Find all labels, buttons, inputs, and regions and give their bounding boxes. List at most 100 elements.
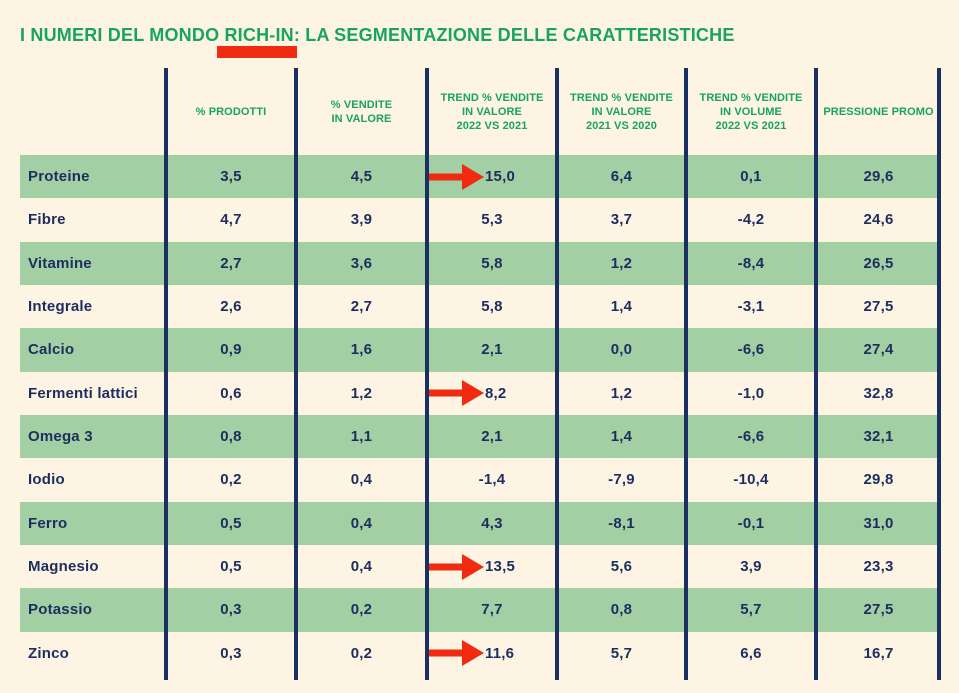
cell-value: 0,2 xyxy=(350,601,373,619)
cell-value: 0,5 xyxy=(220,558,242,576)
header-spacer xyxy=(20,68,166,155)
table-row: Zinco 0,3 0,2 11,6 5,7 6,6 16,7 xyxy=(20,632,941,675)
value-cell: 3,9 xyxy=(686,545,816,588)
value-cell: 2,7 xyxy=(166,242,296,285)
cell-value: -7,9 xyxy=(608,471,635,489)
cell-value: -4,2 xyxy=(737,211,765,229)
table-row: Ferro 0,5 0,4 4,3 -8,1 -0,1 31,0 xyxy=(20,501,941,545)
value-cell: 0,8 xyxy=(166,415,296,458)
cell-value: 0,9 xyxy=(220,341,242,359)
value-cell: 2,6 xyxy=(166,285,296,328)
cell-value: 5,7 xyxy=(740,601,762,619)
cell-value: 0,4 xyxy=(350,514,373,532)
value-cell: -10,4 xyxy=(686,458,816,501)
cell-value: 5,8 xyxy=(481,254,503,272)
value-cell: 0,2 xyxy=(296,632,427,675)
table-body: Proteine 3,5 4,5 15,0 6,4 0,1 29,6 Fibre 4,7 3,9 5… xyxy=(20,155,941,675)
cell-value: 5,8 xyxy=(481,298,503,316)
value-cell: 5,7 xyxy=(686,588,816,631)
table-row: Potassio 0,3 0,2 7,7 0,8 5,7 27,5 xyxy=(20,588,941,632)
cell-value: 0,3 xyxy=(220,601,242,619)
cell-value: -1,0 xyxy=(737,384,765,402)
value-cell: 1,1 xyxy=(296,415,427,458)
value-cell: 8,2 xyxy=(427,372,557,415)
value-cell: 4,3 xyxy=(427,502,557,545)
cell-value: 29,6 xyxy=(863,168,894,186)
column-divider-line xyxy=(684,68,688,680)
cell-value: 0,4 xyxy=(350,471,373,489)
trend-arrow-icon xyxy=(428,163,484,190)
cell-value: -3,1 xyxy=(737,298,765,316)
cell-value: -8,4 xyxy=(737,254,765,272)
page-title: I NUMERI DEL MONDO RICH-IN: LA SEGMENTAZ… xyxy=(20,25,735,45)
value-cell: -7,9 xyxy=(557,458,686,501)
cell-value: 5,6 xyxy=(610,558,633,576)
value-cell: 15,0 xyxy=(427,155,557,198)
value-cell: 0,3 xyxy=(166,588,296,631)
trend-arrow-icon xyxy=(428,380,484,407)
value-cell: -8,4 xyxy=(686,242,816,285)
row-label: Integrale xyxy=(28,298,93,316)
row-label: Proteine xyxy=(28,168,90,186)
column-header: % VENDITE IN VALORE xyxy=(330,98,393,125)
value-cell: -1,0 xyxy=(686,372,816,415)
value-cell: 31,0 xyxy=(816,502,941,545)
cell-value: 1,2 xyxy=(610,384,633,402)
cell-value: 1,1 xyxy=(350,428,373,446)
value-cell: 6,6 xyxy=(686,632,816,675)
table-row: Integrale 2,6 2,7 5,8 1,4 -3,1 27,5 xyxy=(20,285,941,328)
cell-value: 2,6 xyxy=(220,298,242,316)
table-row: Fermenti lattici 0,6 1,2 8,2 1,2 -1,0 32,8 xyxy=(20,372,941,415)
table-row: Vitamine 2,7 3,6 5,8 1,2 -8,4 26,5 xyxy=(20,241,941,285)
value-cell: 0,2 xyxy=(166,458,296,501)
value-cell: 13,5 xyxy=(427,545,557,588)
value-cell: 5,7 xyxy=(557,632,686,675)
trend-arrow-icon xyxy=(428,640,484,667)
row-label: Potassio xyxy=(28,601,93,619)
value-cell: 1,6 xyxy=(296,328,427,371)
cell-value: 1,4 xyxy=(610,298,633,316)
column-header: TREND % VENDITE IN VALORE 2022 VS 2021 xyxy=(440,91,544,132)
row-label: Fibre xyxy=(28,211,66,229)
cell-value: 27,5 xyxy=(863,298,894,316)
value-cell: 29,8 xyxy=(816,458,941,501)
value-cell: 3,5 xyxy=(166,155,296,198)
value-cell: 26,5 xyxy=(816,242,941,285)
value-cell: 27,4 xyxy=(816,328,941,371)
cell-value: 29,8 xyxy=(863,471,894,489)
row-label: Magnesio xyxy=(28,558,99,576)
cell-value: 6,6 xyxy=(740,644,762,662)
cell-value: 1,2 xyxy=(350,384,373,402)
cell-value: 26,5 xyxy=(863,254,894,272)
cell-value: 24,6 xyxy=(863,211,894,229)
cell-value: -0,1 xyxy=(737,514,765,532)
value-cell: 27,5 xyxy=(816,285,941,328)
value-cell: -3,1 xyxy=(686,285,816,328)
row-label: Iodio xyxy=(28,471,65,489)
value-cell: 24,6 xyxy=(816,198,941,241)
cell-value: 2,1 xyxy=(481,341,503,359)
cell-value: 1,4 xyxy=(610,428,633,446)
value-cell: -1,4 xyxy=(427,458,557,501)
cell-value: 0,4 xyxy=(350,558,373,576)
value-cell: -6,6 xyxy=(686,415,816,458)
cell-value: 8,2 xyxy=(485,384,507,402)
table-row: Iodio 0,2 0,4 -1,4 -7,9 -10,4 29,8 xyxy=(20,458,941,501)
value-cell: 29,6 xyxy=(816,155,941,198)
value-cell: 16,7 xyxy=(816,632,941,675)
cell-value: 0,1 xyxy=(740,168,762,186)
cell-value: 0,8 xyxy=(220,428,242,446)
value-cell: 0,9 xyxy=(166,328,296,371)
value-cell: 1,2 xyxy=(296,372,427,415)
table-header-row: % PRODOTTI % VENDITE IN VALORE TREND % VEN… xyxy=(20,68,941,155)
cell-value: 1,2 xyxy=(610,254,633,272)
value-cell: 2,1 xyxy=(427,328,557,371)
table-row: Calcio 0,9 1,6 2,1 0,0 -6,6 27,4 xyxy=(20,328,941,372)
cell-value: 4,7 xyxy=(220,211,242,229)
table-row: Magnesio 0,5 0,4 13,5 5,6 3,9 23,3 xyxy=(20,545,941,588)
value-cell: 5,8 xyxy=(427,242,557,285)
value-cell: 32,1 xyxy=(816,415,941,458)
column-divider-line xyxy=(294,68,298,680)
cell-value: 3,6 xyxy=(350,254,373,272)
